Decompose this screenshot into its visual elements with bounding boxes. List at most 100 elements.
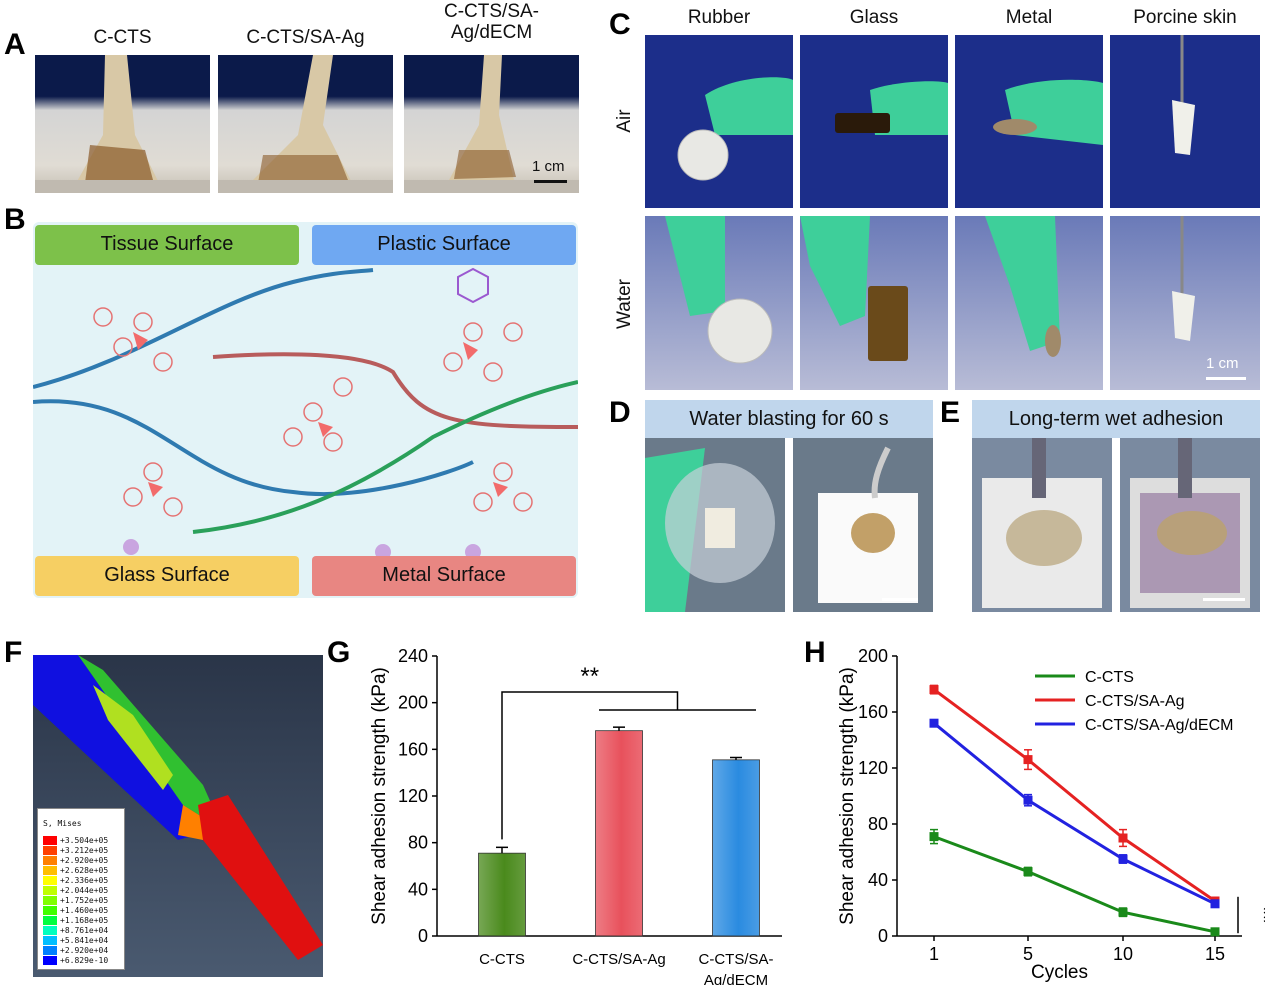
- h-legend-label: C-CTS/SA-Ag/dECM: [1085, 717, 1233, 734]
- panel-c-col-metal: Metal: [1005, 7, 1053, 28]
- g-y-tick-label: 200: [398, 693, 428, 713]
- fea-legend-value: +1.460e+05: [60, 905, 109, 915]
- g-x-tick-label: Ag/dECM: [704, 972, 768, 985]
- h-legend-label: C-CTS/SA-Ag: [1085, 693, 1185, 710]
- panel-c-scale-label: 1 cm: [1206, 355, 1239, 372]
- photo-long-term-wet-1: [972, 438, 1112, 612]
- photo-air-porcine-skin: [1110, 35, 1260, 208]
- panel-a-photo-ccts-sa-ag: [218, 55, 393, 193]
- panel-d-title: Water blasting for 60 s: [645, 400, 933, 438]
- g-y-tick-label: 240: [398, 646, 428, 666]
- fea-legend-swatch: [43, 935, 57, 945]
- fea-legend-row: +2.044e+05: [43, 885, 108, 895]
- g-y-tick-label: 0: [418, 926, 428, 946]
- fea-legend-swatch: [43, 855, 57, 865]
- panel-a-header-1: C-CTS: [93, 27, 152, 48]
- fea-legend-swatch: [43, 925, 57, 935]
- fea-legend-swatch: [43, 895, 57, 905]
- panel-a-scale-bar: [534, 180, 567, 183]
- h-y-tick-label: 160: [858, 702, 888, 722]
- h-data-point: [1023, 795, 1033, 805]
- panel-a-photo-ccts-sa-ag-decm: [404, 55, 579, 193]
- panel-label-g: G: [327, 636, 351, 669]
- h-series-line: [933, 722, 1216, 906]
- fea-legend-row: +1.460e+05: [43, 905, 108, 915]
- fea-legend-value: +8.761e+04: [60, 925, 109, 935]
- panel-c-scale-bar: [1206, 377, 1246, 380]
- fea-legend-value: +2.628e+05: [60, 865, 109, 875]
- h-y-tick-label: 200: [858, 646, 888, 666]
- g-bar: [595, 730, 643, 937]
- photo-water-rubber: [645, 216, 793, 390]
- panel-a-photo-ccts: [35, 55, 210, 193]
- photo-water-porcine-skin: [1110, 216, 1260, 390]
- fea-legend-swatch: [43, 955, 57, 965]
- h-x-axis-title: Cycles: [1031, 962, 1088, 983]
- fea-legend-row: +8.761e+04: [43, 925, 108, 935]
- fea-legend-row: +1.752e+05: [43, 895, 108, 905]
- fea-legend-value: +3.212e+05: [60, 845, 109, 855]
- h-y-tick-label: 80: [868, 814, 888, 834]
- panel-c-col-glass: Glass: [849, 7, 899, 28]
- panel-label-d: D: [609, 396, 631, 429]
- g-x-tick-label: C-CTS/SA-: [699, 951, 774, 968]
- fea-legend-swatch: [43, 835, 57, 845]
- fea-legend-swatch: [43, 885, 57, 895]
- mechanism-diagram: [32, 222, 579, 598]
- mechanism-diagram-svg: [32, 267, 579, 575]
- g-y-axis-title: Shear adhesion strength (kPa): [369, 667, 390, 925]
- glass-surface-label: Glass Surface: [35, 556, 299, 596]
- h-data-point: [1210, 899, 1220, 909]
- h-x-tick-label: 15: [1205, 944, 1225, 964]
- fea-legend-swatch: [43, 845, 57, 855]
- g-x-tick-label: C-CTS: [479, 951, 525, 968]
- fea-legend-value: +1.752e+05: [60, 895, 109, 905]
- panel-c-row-air: Air: [614, 109, 635, 133]
- fea-legend-row: +3.504e+05: [43, 835, 108, 845]
- panel-label-c: C: [609, 8, 631, 41]
- g-significance-label: **: [580, 663, 599, 690]
- fea-legend-row: +6.829e-10: [43, 955, 108, 965]
- fea-legend-row: +2.628e+05: [43, 865, 108, 875]
- h-data-point: [1118, 833, 1128, 843]
- g-bar: [712, 759, 760, 937]
- fea-legend-value: +2.920e+05: [60, 855, 109, 865]
- h-significance-label: **: [1251, 906, 1265, 924]
- photo-water-blasting-1: [645, 438, 785, 612]
- fea-legend-value: +1.168e+05: [60, 915, 109, 925]
- g-x-tick-label: C-CTS/SA-Ag: [572, 951, 665, 968]
- g-y-tick-label: 120: [398, 786, 428, 806]
- panel-a-scale-label: 1 cm: [532, 158, 565, 175]
- h-data-point: [1118, 907, 1128, 917]
- fea-legend-value: +2.920e+04: [60, 945, 109, 955]
- photo-long-term-wet-2: [1120, 438, 1260, 612]
- fea-legend-value: +6.829e-10: [60, 955, 109, 965]
- fea-stress-legend: S, Mises +3.504e+05 +3.212e+05 +2.920e+05 +…: [37, 808, 125, 970]
- fea-legend-value: +2.336e+05: [60, 875, 109, 885]
- h-y-tick-label: 120: [858, 758, 888, 778]
- fea-legend-swatch: [43, 945, 57, 955]
- panel-a-header-2: C-CTS/SA-Ag: [246, 27, 365, 48]
- plastic-surface-label: Plastic Surface: [312, 225, 576, 265]
- panel-label-e: E: [940, 396, 961, 429]
- fea-legend-swatch: [43, 915, 57, 925]
- h-data-point: [1210, 927, 1220, 937]
- panel-c-row-water: Water: [614, 279, 635, 329]
- panel-label-h: H: [804, 636, 826, 669]
- h-x-tick-label: 5: [1023, 944, 1033, 964]
- h-y-tick-label: 40: [868, 870, 888, 890]
- photo-water-metal: [955, 216, 1103, 390]
- bar-chart-g: 0 40 80 120 160 200 240 Shear adhesion strength…: [369, 646, 782, 985]
- g-y-tick-label: 80: [408, 833, 428, 853]
- h-data-point: [929, 832, 939, 842]
- panel-label-a: A: [4, 28, 26, 61]
- fea-legend-row: +5.841e+04: [43, 935, 108, 945]
- h-data-point: [1023, 755, 1033, 765]
- fea-legend-row: +1.168e+05: [43, 915, 108, 925]
- h-series-line: [933, 688, 1216, 903]
- fea-legend-swatch: [43, 875, 57, 885]
- fea-legend-swatch: [43, 865, 57, 875]
- photo-air-glass: [800, 35, 948, 208]
- fea-legend-row: +2.336e+05: [43, 875, 108, 885]
